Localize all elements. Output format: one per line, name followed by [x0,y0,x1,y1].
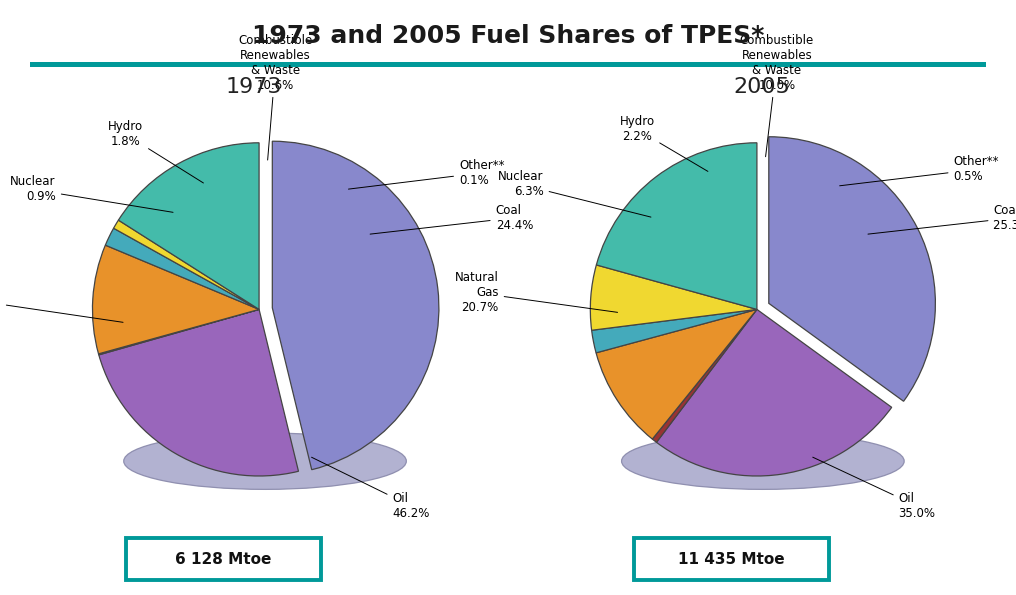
Text: 1973: 1973 [226,77,282,98]
Text: Nuclear
6.3%: Nuclear 6.3% [498,170,651,217]
Text: Other**
0.5%: Other** 0.5% [839,155,999,186]
Text: Natural
Gas
20.7%: Natural Gas 20.7% [455,271,618,314]
Text: Nuclear
0.9%: Nuclear 0.9% [10,176,173,212]
Text: Coal
25.3 %: Coal 25.3 % [868,203,1016,234]
Text: Oil
35.0%: Oil 35.0% [813,457,936,520]
Wedge shape [119,143,259,309]
Wedge shape [99,309,299,476]
Wedge shape [590,265,757,330]
Text: 1973 and 2005 Fuel Shares of TPES*: 1973 and 2005 Fuel Shares of TPES* [252,24,764,48]
Ellipse shape [124,433,406,489]
Text: 6 128 Mtoe: 6 128 Mtoe [176,552,271,567]
Wedge shape [272,141,439,469]
Wedge shape [114,220,259,309]
Wedge shape [591,309,757,353]
Ellipse shape [622,433,904,489]
Text: Combustible
Renewables
& Waste
10.0%: Combustible Renewables & Waste 10.0% [740,34,814,156]
FancyBboxPatch shape [634,538,829,580]
Text: Hydro
2.2%: Hydro 2.2% [620,115,708,171]
Text: Other**
0.1%: Other** 0.1% [348,159,505,189]
Text: Coal
24.4%: Coal 24.4% [370,203,533,234]
Wedge shape [596,309,757,439]
Wedge shape [99,309,259,355]
Wedge shape [106,228,259,309]
Text: 2005: 2005 [734,77,790,98]
Wedge shape [92,245,259,354]
Text: Oil
46.2%: Oil 46.2% [312,457,430,520]
Wedge shape [596,143,757,309]
Text: Natural
Gas
16.0%: Natural Gas 16.0% [0,280,123,322]
Wedge shape [769,137,936,401]
Text: Hydro
1.8%: Hydro 1.8% [109,120,203,183]
Wedge shape [652,309,757,442]
Text: Combustible
Renewables
& Waste
10.6%: Combustible Renewables & Waste 10.6% [239,34,313,160]
Text: 11 435 Mtoe: 11 435 Mtoe [679,552,784,567]
Wedge shape [656,309,892,476]
FancyBboxPatch shape [126,538,321,580]
